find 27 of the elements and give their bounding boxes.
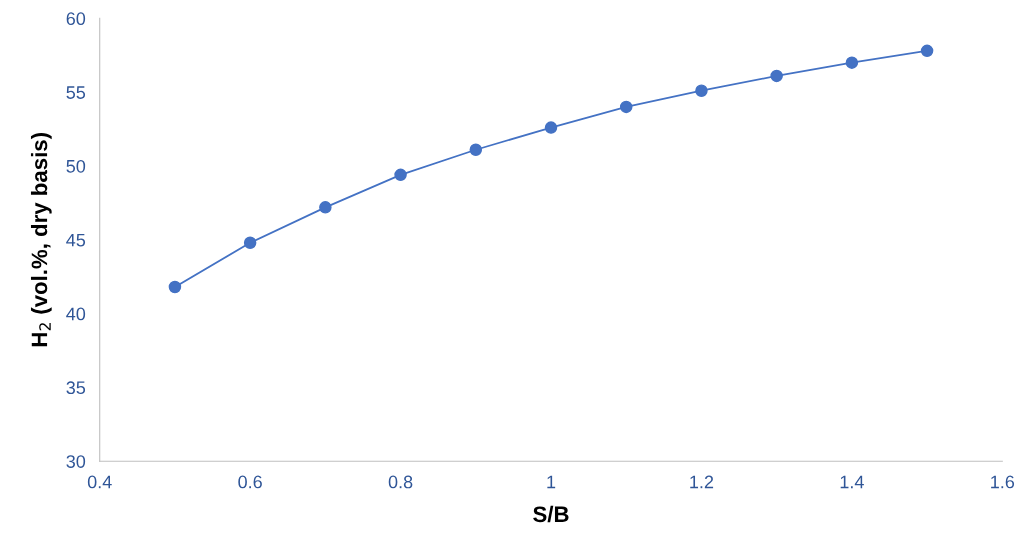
- y-axis-title: H$_{2}$ (vol.%, dry basis): [30, 133, 52, 347]
- point: [469, 143, 483, 157]
- x-tick-label: 1.6: [991, 475, 1015, 489]
- point: [394, 168, 407, 182]
- y-tick-label: 30: [66, 455, 86, 468]
- y-tick-label: 50: [66, 159, 86, 173]
- point: [168, 280, 182, 294]
- point: [845, 56, 859, 69]
- y-tick-label: 60: [66, 12, 86, 26]
- point: [544, 121, 558, 134]
- y-tick-label: 40: [66, 307, 86, 321]
- x-tick-label: 0.6: [238, 475, 262, 489]
- point: [695, 84, 708, 97]
- x-axis-title: S/B: [533, 505, 569, 523]
- point: [243, 236, 257, 249]
- x-tick-label: 1.2: [690, 475, 714, 489]
- point: [319, 201, 332, 214]
- x-tick-label: 1: [547, 475, 556, 489]
- x-tick-label: 0.8: [388, 475, 413, 489]
- x-tick-label: 0.4: [87, 475, 112, 489]
- x-tick-label: 1.4: [840, 475, 864, 489]
- y-tick-label: 35: [66, 381, 86, 395]
- y-tick-label: 55: [66, 86, 86, 99]
- point: [770, 69, 783, 83]
- y-tick-label: 45: [66, 233, 86, 247]
- point: [619, 100, 633, 114]
- point: [920, 44, 934, 58]
